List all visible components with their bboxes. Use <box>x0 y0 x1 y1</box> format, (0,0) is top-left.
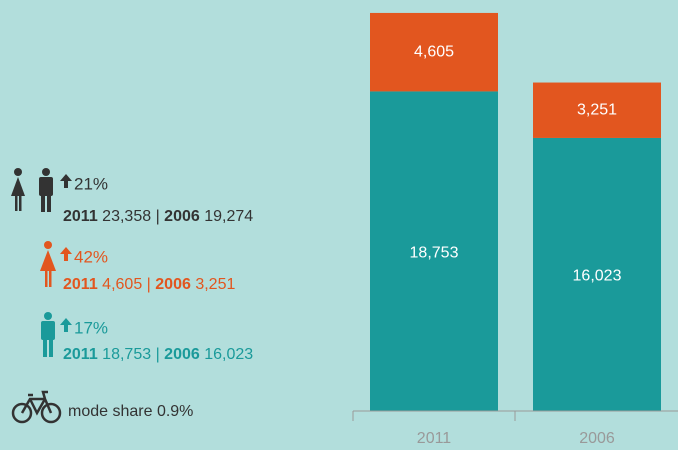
total-line: 2011 23,358 | 2006 19,274 <box>63 208 253 225</box>
x-tick-label: 2006 <box>579 430 615 447</box>
value-label: 16,023 <box>573 268 622 285</box>
bar-segment <box>533 82 661 138</box>
x-tick-label: 2011 <box>417 430 452 447</box>
women-line: 2011 4,605 | 2006 3,251 <box>63 276 235 293</box>
woman-icon <box>40 241 72 287</box>
total-change: 21% <box>74 174 108 193</box>
man-icon <box>41 312 72 357</box>
bar-segment <box>370 12 498 92</box>
value-label: 18,753 <box>410 244 459 261</box>
bar-segment <box>370 91 498 411</box>
people-icon <box>11 168 72 212</box>
bar-segment <box>533 137 661 411</box>
men-change: 17% <box>74 318 108 337</box>
men-line: 2011 18,753 | 2006 16,023 <box>63 346 253 363</box>
bike-share: mode share 0.9% <box>68 403 193 420</box>
bike-icon <box>11 390 62 424</box>
value-label: 3,251 <box>577 101 617 118</box>
value-label: 4,605 <box>414 43 454 60</box>
women-change: 42% <box>74 247 108 266</box>
